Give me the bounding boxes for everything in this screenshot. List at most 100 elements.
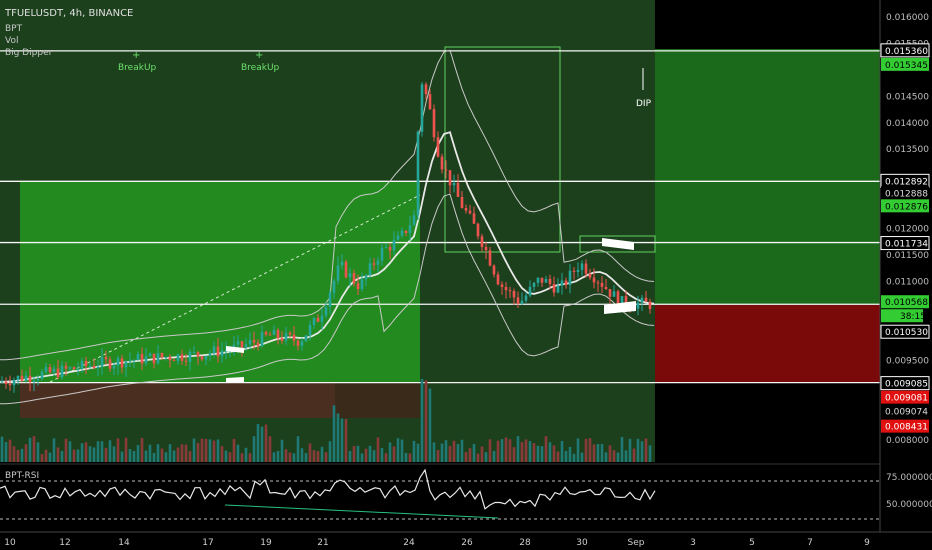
candle-body	[492, 265, 496, 275]
volume-bar	[120, 451, 124, 462]
candle-body	[340, 261, 344, 266]
volume-bar	[368, 445, 372, 462]
candle-body	[636, 302, 640, 309]
volume-bar	[252, 436, 256, 462]
volume-bar	[476, 453, 480, 462]
candle-body	[600, 282, 604, 287]
candle-body	[424, 84, 428, 95]
level-lines	[0, 50, 880, 384]
volume-bar	[244, 447, 248, 462]
candle-body	[392, 239, 396, 251]
price-label: 0.015360	[885, 47, 928, 57]
candle-body	[28, 375, 32, 382]
price-tick-label: 0.011500	[886, 251, 929, 261]
volume-bar	[384, 453, 388, 462]
candle-body	[360, 279, 364, 290]
candle-body	[588, 273, 592, 278]
volume-bar	[88, 446, 92, 462]
volume-bar	[588, 438, 592, 462]
candle-body	[216, 346, 220, 357]
rsi-divergence-line	[224, 504, 499, 519]
candle-body	[552, 284, 556, 293]
candle-body	[352, 273, 356, 284]
candle-body	[544, 278, 548, 283]
volume-bar	[552, 445, 556, 462]
range-box	[444, 46, 561, 253]
symbol-title[interactable]: TFUELUSDT, 4h, BINANCE	[4, 8, 133, 19]
candle-body	[524, 295, 528, 301]
price-label-box	[880, 43, 930, 58]
volume-bar	[12, 446, 16, 462]
rsi-title[interactable]: BPT-RSI	[5, 471, 39, 481]
candle-body	[324, 306, 328, 316]
price-label-box	[881, 419, 929, 433]
volume-bar	[364, 448, 368, 462]
volume-bar	[344, 418, 348, 462]
candle-body	[480, 236, 484, 248]
volume-bar	[184, 444, 188, 462]
candle-body	[456, 182, 460, 197]
volume-bar	[480, 446, 484, 462]
candle-body	[76, 368, 80, 370]
volume-bar	[168, 444, 172, 462]
time-tick-label: 10	[4, 538, 16, 548]
volume-bar	[164, 452, 168, 462]
volume-bar	[528, 441, 532, 462]
price-label: 0.012892	[885, 177, 928, 187]
lower-band	[0, 193, 655, 405]
candle-body	[648, 301, 652, 310]
candle-body	[344, 261, 348, 278]
indicator-bpt[interactable]: BPT	[5, 24, 23, 34]
volume-bar	[132, 450, 136, 462]
volume-bar	[112, 446, 116, 462]
flag-icon	[604, 301, 636, 314]
volume-bar	[248, 453, 252, 462]
candle-body	[440, 156, 444, 170]
price-label-box	[880, 376, 930, 391]
candle-body	[208, 353, 212, 356]
candle-body	[272, 329, 276, 335]
candle-body	[204, 355, 208, 360]
candle-body	[420, 84, 424, 132]
volume-bar	[376, 437, 380, 462]
volume-bar	[468, 448, 472, 462]
rsi-level-label-75: 75.000000	[886, 473, 932, 483]
time-tick-label: 17	[202, 538, 213, 548]
indicator-vol[interactable]: Vol	[5, 36, 18, 46]
candle-body	[44, 367, 48, 372]
price-label: 0.012876	[885, 202, 928, 212]
volume-bar	[0, 436, 4, 462]
volume-bar	[440, 443, 444, 462]
candle-body	[104, 356, 108, 360]
breakup-label-2: BreakUp	[241, 63, 280, 73]
time-tick-label: 24	[403, 538, 415, 548]
candle-body	[388, 246, 392, 251]
candle-body	[220, 350, 224, 357]
volume-bar	[28, 437, 32, 462]
candle-body	[612, 291, 616, 297]
indicator-big-dipper[interactable]: Big Dipper	[5, 48, 53, 58]
volume-bar	[260, 426, 264, 462]
volume-bar	[548, 442, 552, 462]
volume-bar	[568, 446, 572, 462]
candle-body	[512, 290, 516, 298]
volume-bar	[92, 447, 96, 462]
candle-body	[576, 269, 580, 272]
volume-bar	[448, 445, 452, 462]
volume-bar	[160, 448, 164, 462]
volume-bar	[392, 446, 396, 462]
candle-body	[156, 353, 160, 364]
volume-bar	[196, 442, 200, 462]
volume-bar	[360, 453, 364, 462]
time-tick-label: 30	[576, 538, 588, 548]
volume-bar	[8, 439, 12, 462]
volume-bar	[280, 439, 284, 462]
volume-bars	[0, 378, 652, 462]
volume-bar	[436, 449, 440, 462]
candle-body	[24, 375, 28, 381]
volume-bar	[580, 452, 584, 462]
volume-bar	[452, 440, 456, 462]
price-label: 0.010568	[885, 298, 928, 308]
